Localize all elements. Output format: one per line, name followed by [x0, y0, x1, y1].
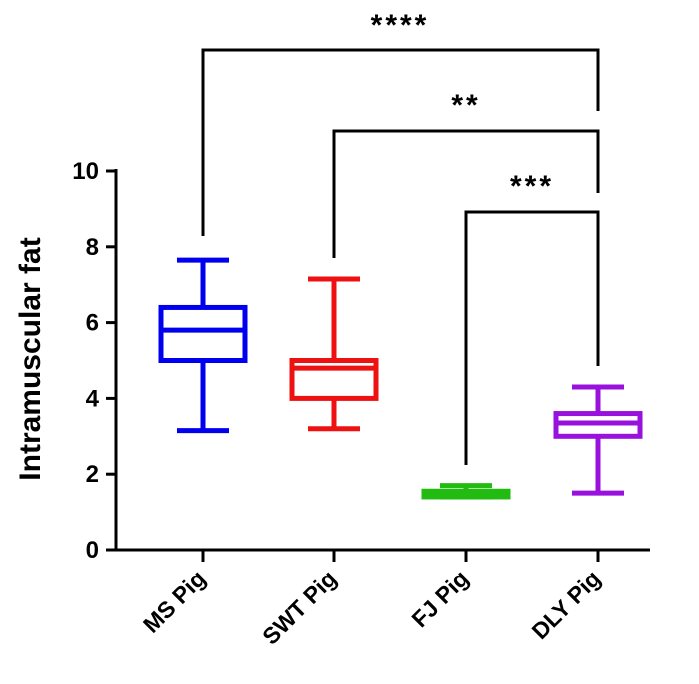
significance-bracket-1 [332, 129, 600, 258]
box-0 [158, 257, 248, 434]
significance-label-0: **** [371, 9, 430, 42]
y-tick-label-6: 6 [86, 310, 99, 337]
significance-bracket-2 [464, 210, 600, 465]
box-3 [553, 384, 643, 496]
y-tick-label-2: 2 [86, 461, 99, 488]
significance-bracket-0 [201, 48, 600, 236]
x-tick-label-1: SWT Pig [257, 565, 341, 649]
x-tick-label-0: MS Pig [138, 565, 211, 638]
x-tick-label-3: DLY Pig [527, 565, 606, 644]
boxes-layer [158, 257, 643, 500]
y-axis-title: Intramuscular fat [14, 237, 47, 480]
box-iqr-0 [158, 304, 248, 364]
axes-layer: 0 2 4 6 8 10 MS Pig SWT Pig FJ Pig DLY Pig [72, 158, 650, 649]
significance-label-2: *** [510, 170, 554, 203]
y-tick-label-8: 8 [86, 234, 99, 261]
x-tick-label-2: FJ Pig [406, 565, 473, 632]
box-1 [289, 276, 379, 432]
y-tick-label-4: 4 [86, 385, 100, 412]
box-2 [421, 483, 511, 500]
y-tick-label-10: 10 [72, 158, 99, 185]
significance-label-1: ** [451, 89, 480, 122]
significance-layer: ********* [201, 9, 600, 465]
box-iqr-1 [289, 358, 379, 401]
y-tick-label-0: 0 [86, 537, 99, 564]
